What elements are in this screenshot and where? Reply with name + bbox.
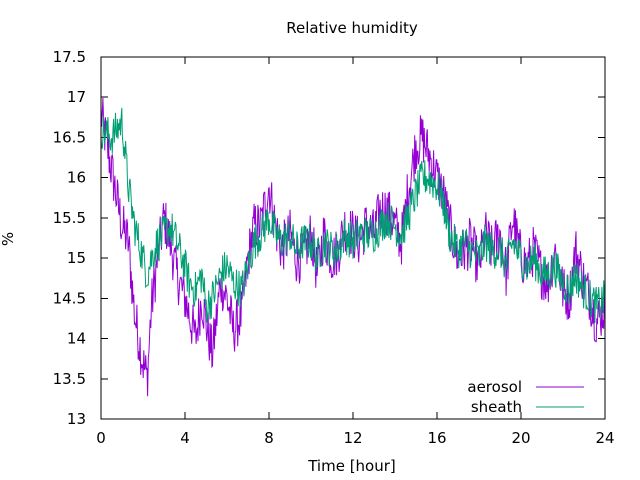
y-tick-label: 14 [67, 330, 86, 348]
x-tick-label: 20 [511, 429, 530, 447]
axis-ticks: 13 13.5 14 14.5 15 15.5 16 16.5 17 17.5 0 4 8 12 16 20 2… [53, 48, 615, 447]
y-tick-label: 17.5 [53, 48, 86, 66]
x-tick-label: 16 [427, 429, 446, 447]
y-tick-label: 14.5 [53, 289, 86, 307]
y-tick-label: 13 [67, 410, 86, 428]
y-tick-label: 16.5 [53, 128, 86, 146]
y-tick-label: 13.5 [53, 370, 86, 388]
y-tick-label: 16 [67, 169, 86, 187]
legend-label-aerosol: aerosol [467, 378, 522, 396]
x-tick-label: 12 [343, 429, 362, 447]
legend: aerosol sheath [467, 378, 584, 416]
chart-title: Relative humidity [286, 19, 418, 37]
x-tick-label: 8 [264, 429, 274, 447]
y-axis-label: % [0, 232, 17, 246]
x-tick-label: 4 [180, 429, 190, 447]
legend-label-sheath: sheath [471, 398, 522, 416]
x-axis-label: Time [hour] [307, 457, 396, 475]
y-tick-label: 17 [67, 88, 86, 106]
series-line-sheath [100, 107, 606, 324]
x-tick-label: 0 [96, 429, 106, 447]
y-tick-label: 15 [67, 249, 86, 267]
x-tick-label: 24 [595, 429, 614, 447]
y-tick-label: 15.5 [53, 209, 86, 227]
plot-lines [100, 97, 606, 397]
plot-frame [100, 56, 606, 420]
